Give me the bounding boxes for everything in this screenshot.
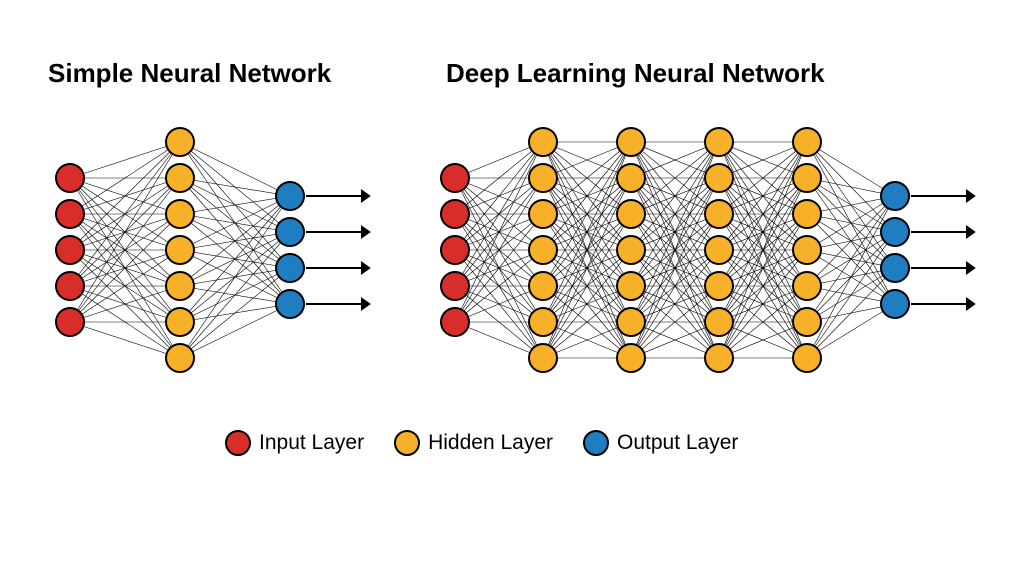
hidden-node (793, 272, 821, 300)
input-node (56, 164, 84, 192)
edges-group (455, 142, 895, 358)
hidden-node (529, 128, 557, 156)
input-node (56, 308, 84, 336)
hidden-node (793, 236, 821, 264)
output-node (276, 182, 304, 210)
edge (180, 232, 290, 358)
edge (70, 142, 180, 178)
edge (807, 196, 895, 250)
output-arrows-group (911, 189, 976, 311)
legend-output-circle-icon (583, 430, 609, 456)
hidden-node (793, 308, 821, 336)
hidden-node (166, 308, 194, 336)
legend-input-label: Input Layer (259, 431, 364, 455)
output-node (276, 290, 304, 318)
hidden-node (166, 164, 194, 192)
hidden-node (705, 272, 733, 300)
edge (180, 196, 290, 358)
hidden-node (529, 344, 557, 372)
hidden-node (166, 236, 194, 264)
output-node (881, 254, 909, 282)
hidden-node (705, 128, 733, 156)
hidden-node (617, 200, 645, 228)
hidden-node (793, 128, 821, 156)
hidden-node (705, 236, 733, 264)
output-node (881, 218, 909, 246)
output-arrow-head-icon (966, 189, 976, 203)
output-node (881, 290, 909, 318)
hidden-node (617, 344, 645, 372)
output-arrow-head-icon (966, 261, 976, 275)
edge (180, 196, 290, 214)
output-arrow-head-icon (361, 225, 371, 239)
edge (70, 142, 180, 322)
hidden-node (529, 200, 557, 228)
output-arrow-head-icon (966, 225, 976, 239)
deep-network-title: Deep Learning Neural Network (446, 58, 825, 89)
legend-hidden-label: Hidden Layer (428, 431, 553, 455)
legend: Input Layer Hidden Layer Output Layer (225, 430, 738, 456)
edge (455, 142, 543, 322)
legend-item-hidden: Hidden Layer (394, 430, 553, 456)
output-arrow-head-icon (361, 297, 371, 311)
hidden-node (705, 344, 733, 372)
output-node (881, 182, 909, 210)
edge (180, 196, 290, 322)
hidden-node (166, 128, 194, 156)
edge (180, 304, 290, 358)
edge (807, 142, 895, 196)
edge (180, 196, 290, 286)
hidden-node (529, 272, 557, 300)
hidden-node (705, 308, 733, 336)
input-node (441, 200, 469, 228)
hidden-node (617, 272, 645, 300)
hidden-node (617, 128, 645, 156)
hidden-node (166, 200, 194, 228)
edge (70, 142, 180, 250)
input-node (441, 272, 469, 300)
hidden-node (166, 272, 194, 300)
hidden-node (705, 200, 733, 228)
edge (455, 142, 543, 250)
hidden-node (529, 308, 557, 336)
hidden-node (705, 164, 733, 192)
edge (180, 268, 290, 358)
input-node (56, 236, 84, 264)
hidden-node (793, 344, 821, 372)
hidden-node (529, 164, 557, 192)
input-node (56, 272, 84, 300)
input-node (56, 200, 84, 228)
output-arrow-head-icon (361, 189, 371, 203)
hidden-node (617, 308, 645, 336)
hidden-node (529, 236, 557, 264)
input-node (441, 308, 469, 336)
simple-network-title: Simple Neural Network (48, 58, 331, 89)
simple-neural-network-diagram (40, 100, 400, 400)
legend-hidden-circle-icon (394, 430, 420, 456)
deep-neural-network-diagram (430, 100, 1010, 400)
legend-item-input: Input Layer (225, 430, 364, 456)
legend-input-circle-icon (225, 430, 251, 456)
output-arrow-head-icon (361, 261, 371, 275)
hidden-node (166, 344, 194, 372)
output-node (276, 254, 304, 282)
hidden-node (793, 200, 821, 228)
output-arrow-head-icon (966, 297, 976, 311)
input-node (441, 236, 469, 264)
hidden-node (617, 164, 645, 192)
input-node (441, 164, 469, 192)
hidden-node (793, 164, 821, 192)
edge (180, 142, 290, 196)
legend-item-output: Output Layer (583, 430, 738, 456)
edge (807, 304, 895, 358)
output-arrows-group (306, 189, 371, 311)
edge (70, 322, 180, 358)
edge (180, 196, 290, 250)
output-node (276, 218, 304, 246)
legend-output-label: Output Layer (617, 431, 738, 455)
hidden-node (617, 236, 645, 264)
edge (180, 178, 290, 196)
